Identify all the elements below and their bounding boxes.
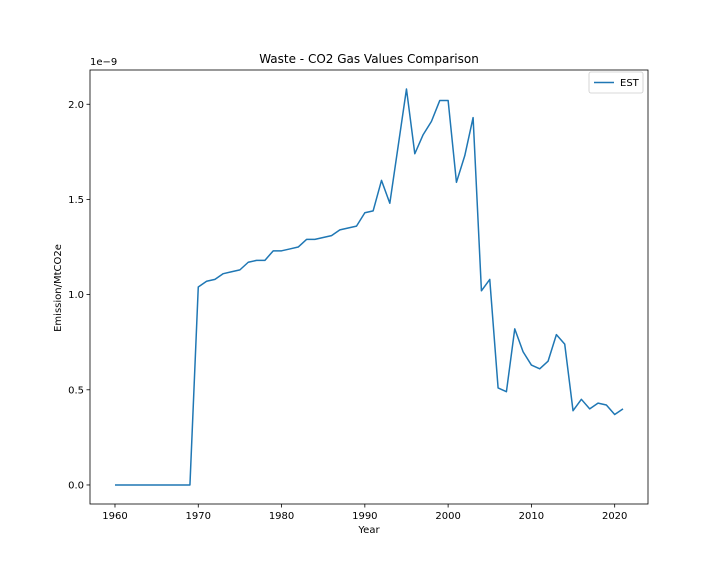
y-tick-label: 2.0 — [68, 100, 84, 111]
x-tick-label: 1990 — [352, 511, 377, 522]
x-tick-label: 1960 — [102, 511, 127, 522]
x-tick-label: 2020 — [602, 511, 627, 522]
x-tick-label: 2010 — [519, 511, 544, 522]
y-axis-offset-label: 1e−9 — [90, 57, 117, 68]
chart-title: Waste - CO2 Gas Values Comparison — [259, 52, 479, 66]
legend: EST — [588, 71, 644, 94]
x-tick-label: 1980 — [269, 511, 294, 522]
plot-area-frame — [89, 69, 649, 505]
x-tick-label: 2000 — [435, 511, 460, 522]
series-line-est — [114, 88, 624, 486]
legend-label-est: EST — [620, 78, 640, 89]
y-tick-label: 1.0 — [68, 290, 84, 301]
x-tick-label: 1970 — [186, 511, 211, 522]
y-axis-ticks: 0.0 0.5 1.0 1.5 2.0 — [68, 100, 90, 491]
y-axis-label: Emission/MtCO2e — [53, 244, 64, 332]
y-tick-label: 1.5 — [68, 195, 84, 206]
y-tick-label: 0.0 — [68, 480, 84, 491]
x-axis-ticks: 1960 1970 1980 1990 2000 2010 2020 — [102, 504, 627, 522]
series-layer — [114, 88, 624, 486]
y-tick-label: 0.5 — [68, 385, 84, 396]
x-axis-label: Year — [357, 525, 380, 536]
legend-frame — [588, 71, 644, 94]
